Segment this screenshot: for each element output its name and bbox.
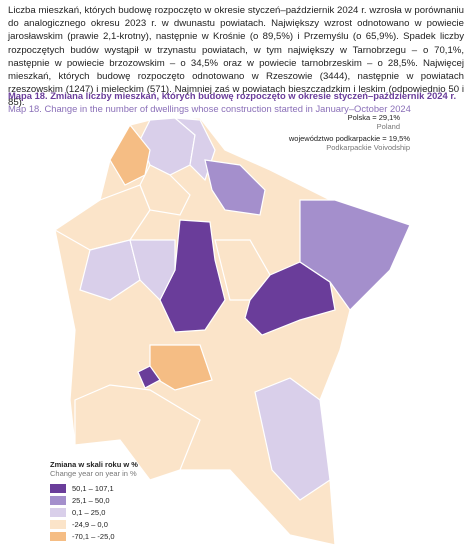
legend-label: 50,1 – 107,1 xyxy=(72,484,114,493)
region xyxy=(79,239,141,301)
region xyxy=(173,117,216,182)
region xyxy=(109,123,151,186)
region xyxy=(129,239,176,302)
legend-label: 0,1 – 25,0 xyxy=(72,508,105,517)
legend-swatch xyxy=(50,496,66,505)
region xyxy=(74,384,201,481)
caption-en: Map 18. Change in the number of dwelling… xyxy=(8,103,411,114)
region xyxy=(214,239,271,301)
legend: 50,1 – 107,1 25,1 – 50,0 0,1 – 25,0 -24,9 –… xyxy=(50,484,115,541)
legend-swatch xyxy=(50,508,66,517)
stat-sub: Podkarpackie Voivodship xyxy=(326,143,410,152)
legend-title: Zmiana w skali roku w % xyxy=(50,460,138,469)
region xyxy=(204,159,266,216)
stat-label: Polska = 29,1% xyxy=(348,113,401,122)
region xyxy=(137,365,161,389)
stat-label: województwo podkarpackie = 19,5% xyxy=(288,134,410,143)
paragraph: Liczba mieszkań, których budowę rozpoczę… xyxy=(8,5,464,109)
legend-label: -24,9 – 0,0 xyxy=(72,520,108,529)
region xyxy=(244,261,336,336)
legend-label: 25,1 – 50,0 xyxy=(72,496,110,505)
region xyxy=(254,377,331,501)
map-regions xyxy=(53,117,411,546)
legend-subtitle: Change year on year in % xyxy=(50,469,137,478)
legend-label: -70,1 – -25,0 xyxy=(72,532,115,541)
legend-swatch xyxy=(50,532,66,541)
legend-swatch xyxy=(50,520,66,529)
stat-sub: Poland xyxy=(377,122,400,131)
legend-swatch xyxy=(50,484,66,493)
region xyxy=(299,199,411,311)
caption: Mapa 18. Zmiana liczby mieszkań, których… xyxy=(8,90,457,101)
